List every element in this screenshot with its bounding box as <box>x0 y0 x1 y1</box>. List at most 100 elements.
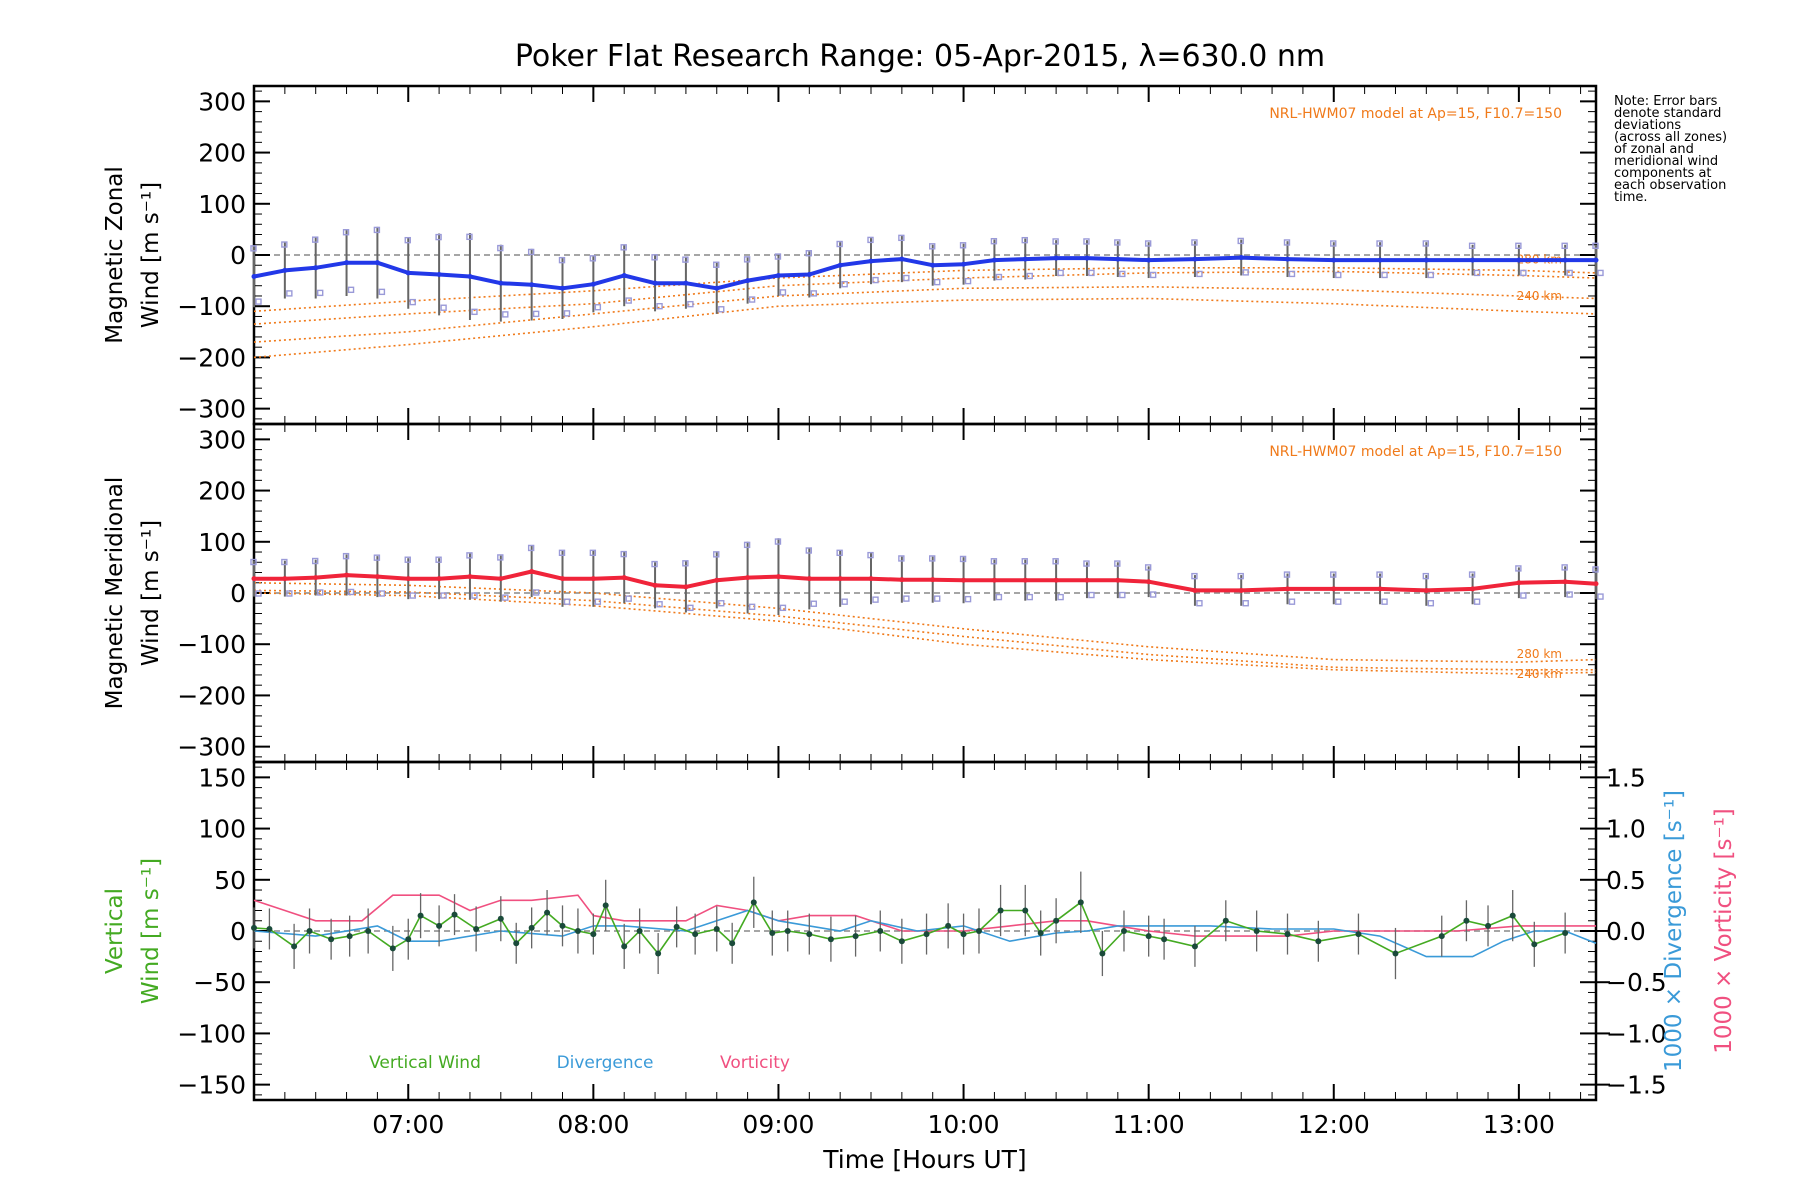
y-tick-label: −150 <box>177 1071 246 1100</box>
zone-point <box>836 549 843 557</box>
y-axis-label-line: Magnetic Meridional <box>102 477 128 710</box>
mean-wind-point <box>1331 257 1337 263</box>
zone-point <box>898 555 905 562</box>
zone-point <box>1088 269 1095 277</box>
zone-point <box>625 595 632 602</box>
vertical-wind-point <box>559 922 566 929</box>
mean-wind-point <box>251 274 257 280</box>
vertical-wind-point <box>544 909 551 916</box>
zone-point <box>286 590 293 597</box>
zone-point <box>1520 592 1527 599</box>
legend-item: Vorticity <box>720 1053 790 1073</box>
zone-point <box>471 592 478 599</box>
mean-wind-point <box>1192 587 1198 593</box>
zone-point <box>1191 572 1198 580</box>
y2-axis-label-line: 1000 × Vorticity [s⁻¹] <box>1711 808 1737 1054</box>
y-axis-label-line: Wind [m s⁻¹] <box>138 182 164 328</box>
zone-point <box>1566 269 1573 277</box>
vertical-wind-point <box>1161 936 1168 943</box>
vertical-wind-point <box>1191 943 1198 950</box>
zone-point <box>656 601 663 608</box>
zone-point <box>1088 591 1095 599</box>
mean-wind-point <box>405 576 411 582</box>
zone-point <box>1427 271 1435 279</box>
note-line: components at <box>1614 166 1712 181</box>
vertical-wind-point <box>636 928 643 934</box>
note-line: (across all zones) <box>1614 130 1728 145</box>
zone-point <box>1330 240 1337 247</box>
zone-point <box>1237 237 1244 245</box>
zone-point <box>589 255 597 262</box>
mean-wind-point <box>837 576 843 582</box>
zone-point <box>1144 240 1152 247</box>
zone-point <box>409 298 416 306</box>
mean-wind-point <box>344 260 350 266</box>
mean-wind-point <box>467 274 473 280</box>
zone-point <box>1566 591 1573 598</box>
x-tick-label: 07:00 <box>372 1110 444 1139</box>
zone-point <box>1288 598 1296 605</box>
zone-point <box>990 558 998 565</box>
zone-point <box>255 590 262 597</box>
mean-wind-point <box>745 575 751 581</box>
vertical-wind-point <box>827 936 834 943</box>
vertical-wind-point <box>1562 930 1569 937</box>
zone-point <box>255 298 262 305</box>
x-tick-label: 12:00 <box>1298 1110 1370 1139</box>
zone-point <box>532 310 540 318</box>
mean-wind-point <box>930 577 936 583</box>
zone-point <box>373 554 381 561</box>
zone-point <box>532 589 540 596</box>
zone-point <box>1114 560 1121 567</box>
mean-wind-point <box>313 575 319 581</box>
zone-point <box>929 555 936 562</box>
mean-wind-point <box>1423 257 1429 263</box>
zone-point <box>1335 598 1342 605</box>
legend-item: Divergence <box>557 1053 654 1073</box>
zone-point <box>1592 566 1599 573</box>
x-tick-label: 13:00 <box>1483 1110 1555 1139</box>
vertical-wind-point <box>975 928 982 934</box>
y-tick-label: −200 <box>177 343 246 372</box>
zone-point <box>872 596 879 603</box>
mean-wind-line <box>253 255 1596 291</box>
zone-point <box>1021 558 1028 565</box>
y-tick-label: −100 <box>177 1019 246 1048</box>
zone-point <box>903 274 910 282</box>
zone-point <box>620 550 627 558</box>
vertical-wind-point <box>1077 899 1084 906</box>
y2-axis-label: 1000 × Divergence [s⁻¹] 1000 × Vorticity … <box>1661 790 1737 1072</box>
y2-tick-label: 0.5 <box>1606 866 1646 895</box>
model-curve <box>253 297 1597 359</box>
y-tick-label: 300 <box>198 425 246 454</box>
chart-title: Poker Flat Research Range: 05-Apr-2015, … <box>515 39 1325 74</box>
zone-point <box>1083 560 1090 567</box>
mean-wind-point <box>899 256 905 262</box>
mean-wind-point <box>529 282 535 288</box>
vertical-wind-point <box>806 931 813 938</box>
zone-point <box>810 600 818 607</box>
vertical-wind-point <box>251 924 257 931</box>
panel-zonal: −300 −200 −100 0 100 200 300 NRL-HWM07 model at… <box>177 84 1604 426</box>
zone-point <box>317 589 324 596</box>
zone-point <box>1057 593 1064 601</box>
x-tick-label: 09:00 <box>742 1110 814 1139</box>
mean-wind-point <box>621 272 627 278</box>
zone-point <box>373 226 381 234</box>
y-tick-label: −100 <box>177 292 246 321</box>
zone-point <box>1149 271 1157 279</box>
mean-wind-point <box>991 577 997 583</box>
vertical-wind-point <box>1355 931 1362 938</box>
mean-wind-point <box>621 575 627 581</box>
vertical-wind-point <box>1037 930 1044 937</box>
zone-point <box>378 590 386 597</box>
mean-wind-point <box>961 261 967 267</box>
y2-tick-label: −1.5 <box>1606 1071 1667 1100</box>
y-tick-label: 0 <box>230 241 246 270</box>
mean-wind-point <box>1146 257 1152 263</box>
zone-point <box>1473 269 1481 277</box>
y-axis-label: Magnetic Zonal Wind [m s⁻¹] <box>102 166 164 344</box>
zone-point <box>1026 272 1033 280</box>
zone-point <box>867 236 874 244</box>
